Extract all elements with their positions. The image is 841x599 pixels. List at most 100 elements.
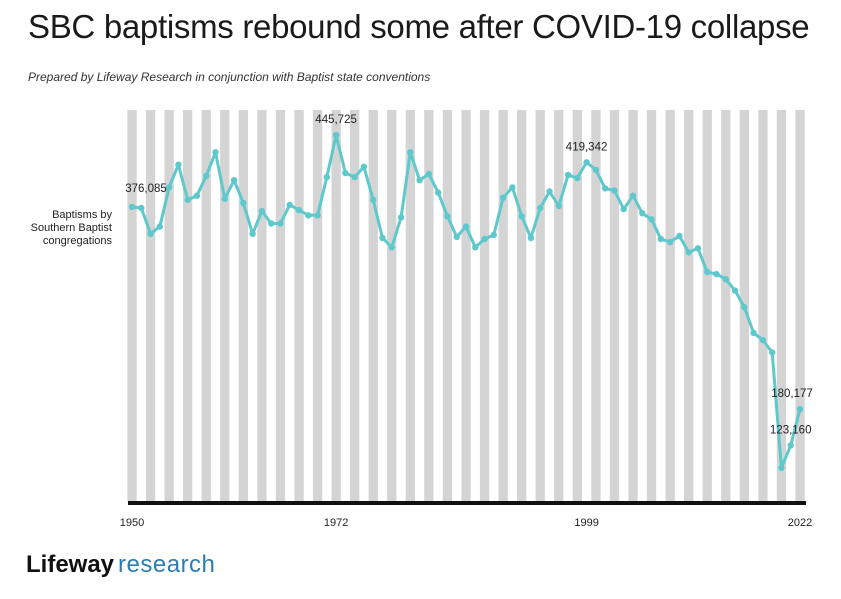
- stripe: [479, 110, 490, 502]
- data-label: 419,342: [566, 141, 608, 153]
- data-point: [481, 235, 488, 243]
- data-point: [268, 220, 275, 227]
- data-point: [750, 329, 757, 337]
- data-point: [611, 187, 618, 194]
- stripe: [424, 110, 434, 502]
- stripe: [517, 110, 527, 502]
- series-points: [128, 131, 804, 472]
- data-point: [128, 203, 136, 211]
- data-point: [258, 207, 266, 215]
- brand-name: Lifeway: [26, 551, 115, 578]
- data-point: [453, 233, 460, 241]
- data-point: [175, 161, 182, 168]
- data-point: [360, 163, 368, 170]
- data-point: [351, 173, 358, 181]
- data-point: [370, 196, 377, 203]
- stripe: [758, 110, 768, 502]
- stripe: [498, 110, 508, 502]
- stripe: [275, 110, 286, 502]
- data-point: [583, 159, 590, 166]
- line-chart: 1950 1972 1999 2022 376,085 445,725 419,342 12…: [31, 110, 813, 529]
- data-point: [555, 202, 562, 210]
- data-point: [165, 184, 173, 191]
- data-point: [796, 405, 804, 413]
- stripe: [257, 110, 267, 502]
- stripe: [702, 110, 712, 502]
- stripe-grid: [127, 110, 805, 502]
- data-point: [657, 235, 664, 243]
- data-point: [212, 149, 219, 156]
- data-point: [499, 194, 507, 201]
- data-point: [629, 192, 637, 199]
- data-point: [184, 196, 191, 203]
- stripe: [442, 110, 453, 502]
- chart-title: SBC baptisms rebound some after COVID-19…: [28, 8, 810, 45]
- data-point: [546, 188, 553, 195]
- stripe: [776, 110, 787, 502]
- data-point: [648, 216, 655, 223]
- data-point: [342, 169, 349, 177]
- stripe: [646, 110, 657, 502]
- stripe: [572, 110, 582, 502]
- stripe: [535, 110, 545, 502]
- stripe: [201, 110, 211, 502]
- data-point: [509, 184, 516, 191]
- data-point: [295, 206, 303, 214]
- data-point: [490, 231, 497, 239]
- stripe: [350, 110, 360, 502]
- data-point: [472, 244, 479, 251]
- data-point: [286, 201, 293, 209]
- data-point: [518, 213, 525, 220]
- stripe: [554, 110, 564, 502]
- series-label-line: Baptisms by: [52, 209, 112, 221]
- data-point: [314, 212, 321, 219]
- data-point: [620, 205, 627, 213]
- data-point: [787, 442, 794, 449]
- data-point: [425, 170, 433, 178]
- data-point: [444, 213, 451, 220]
- stripe: [312, 110, 323, 502]
- data-point: [741, 303, 748, 311]
- stripe: [721, 110, 731, 502]
- data-point: [666, 238, 674, 246]
- data-point: [240, 199, 247, 207]
- x-tick-label: 1950: [120, 517, 144, 529]
- series-label: Baptisms by Southern Baptist congregations: [31, 209, 113, 247]
- stripe: [331, 110, 341, 502]
- data-label: 180,177: [771, 388, 813, 400]
- data-point: [147, 230, 154, 237]
- stripe: [368, 110, 378, 502]
- brand-sub: research: [118, 551, 216, 578]
- data-point: [203, 172, 210, 180]
- data-labels: 376,085 445,725 419,342 123,160 180,177: [125, 114, 813, 436]
- stripe: [665, 110, 675, 502]
- stripe: [461, 110, 471, 502]
- data-point: [221, 195, 228, 202]
- data-label: 123,160: [770, 424, 812, 436]
- data-point: [138, 204, 145, 212]
- data-point: [592, 166, 600, 174]
- data-point: [527, 234, 535, 242]
- series-label-line: Southern Baptist: [31, 222, 112, 234]
- data-point: [574, 174, 581, 182]
- stripe: [387, 110, 397, 502]
- chart-subtitle: Prepared by Lifeway Research in conjunct…: [28, 70, 431, 84]
- stripe: [127, 110, 137, 502]
- data-point: [230, 177, 238, 184]
- data-point: [602, 185, 609, 192]
- data-point: [277, 220, 284, 227]
- x-tick-label: 2022: [788, 517, 812, 529]
- data-point: [407, 149, 414, 156]
- data-point: [249, 230, 256, 237]
- data-point: [685, 249, 692, 256]
- stripe: [591, 110, 601, 502]
- stripe: [684, 110, 694, 502]
- data-point: [722, 276, 729, 283]
- stripe: [294, 110, 304, 502]
- data-point: [388, 244, 395, 251]
- data-point: [759, 336, 767, 344]
- x-axis-ticks: 1950 1972 1999 2022: [120, 517, 812, 529]
- data-point: [676, 232, 683, 240]
- stripe: [628, 110, 638, 502]
- series-label-line: congregations: [43, 235, 113, 247]
